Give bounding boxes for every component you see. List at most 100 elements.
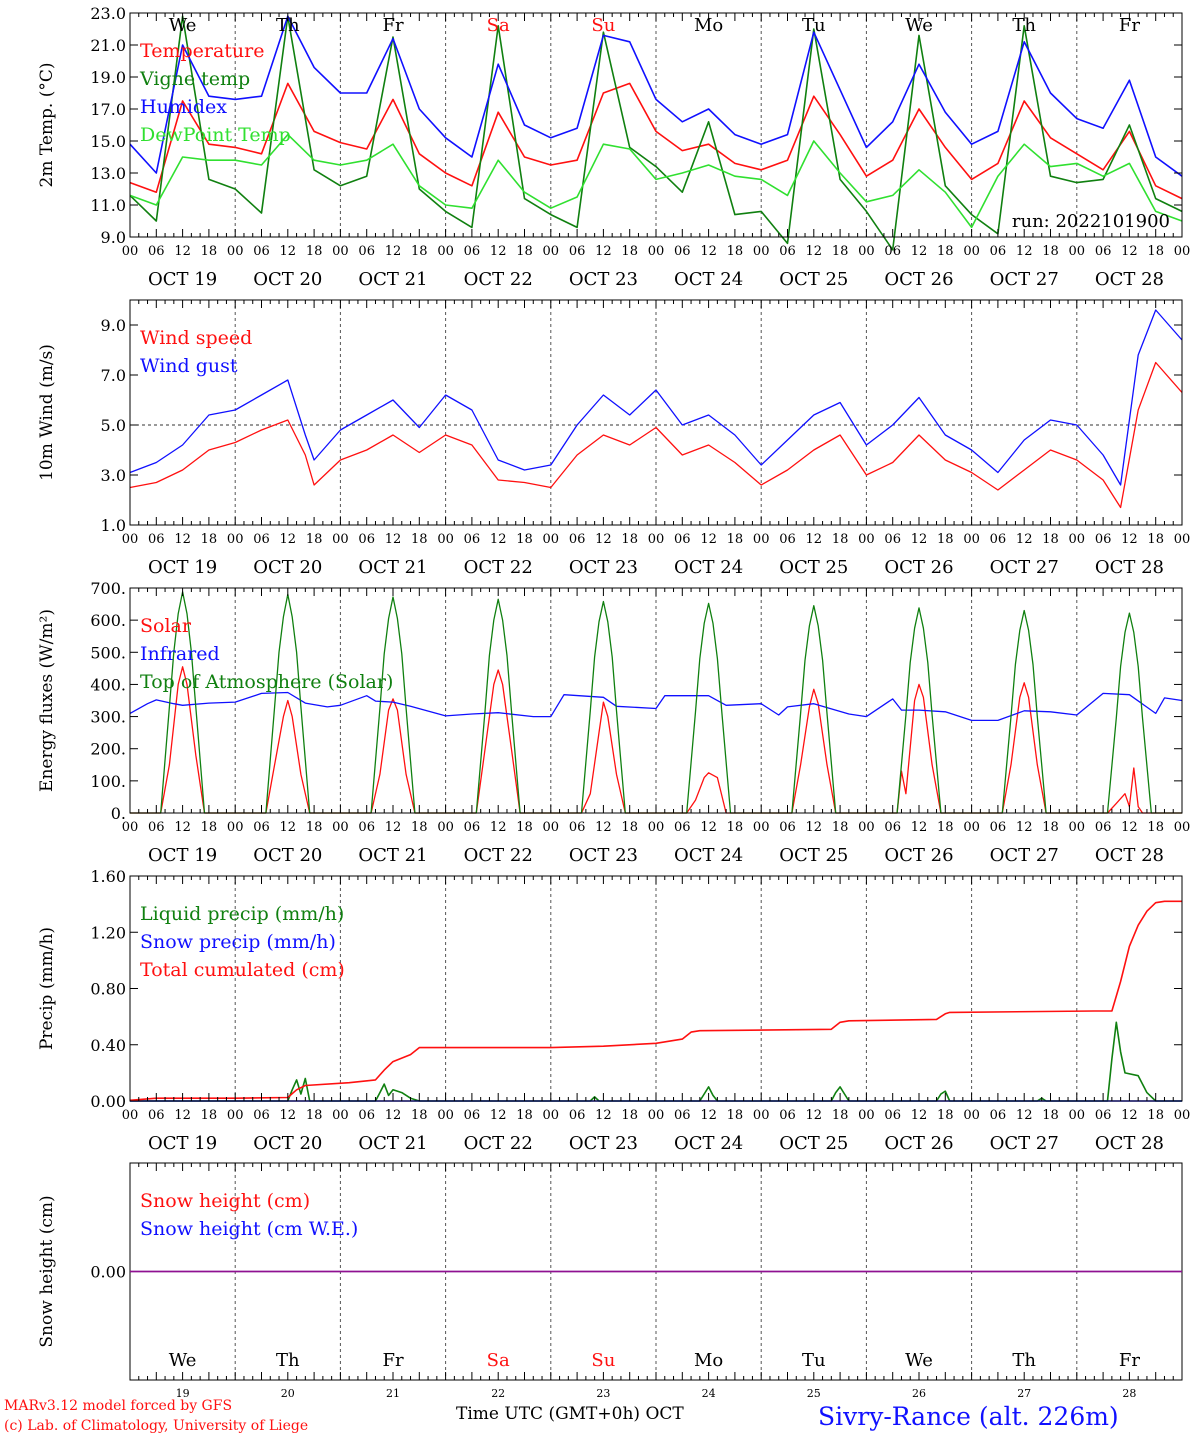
hour-tick-label: 00 xyxy=(332,244,349,259)
y-tick-label: 9.0 xyxy=(101,316,126,335)
hour-tick-label: 00 xyxy=(227,244,244,259)
hour-tick-label: 12 xyxy=(806,1108,823,1123)
hour-tick-label: 06 xyxy=(253,532,270,547)
hour-tick-label: 06 xyxy=(1095,1108,1112,1123)
date-label: OCT 27 xyxy=(990,845,1059,866)
legend-entry: Infrared xyxy=(140,643,220,665)
date-label: OCT 28 xyxy=(1095,845,1164,866)
legend-entry: Snow precip (mm/h) xyxy=(140,931,336,953)
date-label: OCT 25 xyxy=(779,1133,848,1154)
y-tick-label: 0.80 xyxy=(90,980,126,999)
series-line-infrared xyxy=(129,691,1183,722)
hour-tick-label: 00 xyxy=(227,532,244,547)
date-label: OCT 20 xyxy=(253,557,322,578)
series-line-wind-gust xyxy=(129,309,1183,486)
panel-temperature xyxy=(129,12,1183,251)
day-of-week-label: Mo xyxy=(694,15,723,36)
hour-tick-label: 12 xyxy=(806,532,823,547)
hour-tick-label: 18 xyxy=(1147,244,1164,259)
hour-tick-label: 00 xyxy=(1174,820,1191,835)
date-label: OCT 22 xyxy=(464,269,533,290)
hour-tick-label: 06 xyxy=(569,532,586,547)
y-tick-label: 500. xyxy=(90,643,126,662)
hour-tick-label: 18 xyxy=(621,820,638,835)
day-of-week-label: Fr xyxy=(382,15,403,36)
y-axis-label: Precip (mm/h) xyxy=(37,927,57,1050)
y-tick-label: 0.00 xyxy=(90,1092,126,1111)
day-of-week-label: We xyxy=(169,1350,197,1371)
hour-tick-label: 18 xyxy=(1147,1108,1164,1123)
date-number-label: 27 xyxy=(1017,1387,1031,1400)
day-of-week-label: Tu xyxy=(802,1350,826,1371)
hour-tick-label: 06 xyxy=(148,244,165,259)
hour-tick-label: 06 xyxy=(358,1108,375,1123)
hour-tick-label: 18 xyxy=(621,532,638,547)
hour-tick-label: 00 xyxy=(122,820,139,835)
legend-entry: Wind speed xyxy=(140,327,252,349)
hour-tick-label: 18 xyxy=(727,1108,744,1123)
hour-tick-label: 06 xyxy=(990,1108,1007,1123)
y-tick-label: 11.0 xyxy=(90,196,126,215)
legend-entry: Humidex xyxy=(140,96,227,118)
hour-tick-label: 00 xyxy=(858,820,875,835)
hour-tick-label: 18 xyxy=(1042,532,1059,547)
hour-tick-label: 00 xyxy=(753,532,770,547)
hour-tick-label: 00 xyxy=(543,820,560,835)
hour-tick-label: 18 xyxy=(832,820,849,835)
hour-tick-label: 00 xyxy=(753,244,770,259)
date-label: OCT 24 xyxy=(674,269,743,290)
panel-precip xyxy=(129,875,1183,1102)
hour-tick-label: 18 xyxy=(411,1108,428,1123)
y-tick-label: 7.0 xyxy=(101,366,126,385)
date-label: OCT 19 xyxy=(148,845,217,866)
date-number-label: 20 xyxy=(281,1387,295,1400)
hour-tick-label: 06 xyxy=(1095,820,1112,835)
date-label: OCT 27 xyxy=(990,557,1059,578)
y-axis-label: Energy fluxes (W/m²) xyxy=(37,609,57,792)
hour-tick-label: 18 xyxy=(1042,244,1059,259)
hour-tick-label: 06 xyxy=(884,820,901,835)
day-of-week-label: Fr xyxy=(1119,1350,1140,1371)
hour-tick-label: 12 xyxy=(700,244,717,259)
date-label: OCT 19 xyxy=(148,269,217,290)
date-number-label: 28 xyxy=(1122,1387,1136,1400)
hour-tick-label: 06 xyxy=(779,820,796,835)
y-tick-label: 300. xyxy=(90,708,126,727)
day-of-week-label: Th xyxy=(1012,15,1036,36)
hour-tick-label: 00 xyxy=(543,532,560,547)
hour-tick-label: 12 xyxy=(490,244,507,259)
hour-tick-label: 12 xyxy=(174,1108,191,1123)
hour-tick-label: 06 xyxy=(358,244,375,259)
hour-tick-label: 12 xyxy=(174,820,191,835)
hour-tick-label: 00 xyxy=(1174,244,1191,259)
date-label: OCT 20 xyxy=(253,845,322,866)
date-number-label: 24 xyxy=(702,1387,716,1400)
hour-tick-label: 00 xyxy=(1069,532,1086,547)
date-label: OCT 25 xyxy=(779,557,848,578)
hour-tick-label: 12 xyxy=(700,820,717,835)
date-number-label: 25 xyxy=(807,1387,821,1400)
y-tick-label: 3.0 xyxy=(101,466,126,485)
hour-tick-label: 12 xyxy=(911,1108,928,1123)
hour-tick-label: 06 xyxy=(779,532,796,547)
hour-tick-label: 18 xyxy=(1042,1108,1059,1123)
y-tick-label: 1.60 xyxy=(90,867,126,886)
run-label: run: 2022101900 xyxy=(1012,211,1170,232)
hour-tick-label: 00 xyxy=(963,532,980,547)
hour-tick-label: 06 xyxy=(148,1108,165,1123)
date-label: OCT 27 xyxy=(990,1133,1059,1154)
hour-tick-label: 06 xyxy=(674,820,691,835)
hour-tick-label: 12 xyxy=(911,244,928,259)
hour-tick-label: 06 xyxy=(253,244,270,259)
hour-tick-label: 12 xyxy=(1121,532,1138,547)
hour-tick-label: 00 xyxy=(963,1108,980,1123)
hour-tick-label: 00 xyxy=(1174,1108,1191,1123)
legend-entry: Liquid precip (mm/h) xyxy=(140,903,344,925)
hour-tick-label: 06 xyxy=(358,532,375,547)
hour-tick-label: 00 xyxy=(122,532,139,547)
hour-tick-label: 00 xyxy=(1069,1108,1086,1123)
hour-tick-label: 06 xyxy=(990,244,1007,259)
day-of-week-label: Th xyxy=(276,15,300,36)
legend-entry: Snow height (cm) xyxy=(140,1190,310,1212)
